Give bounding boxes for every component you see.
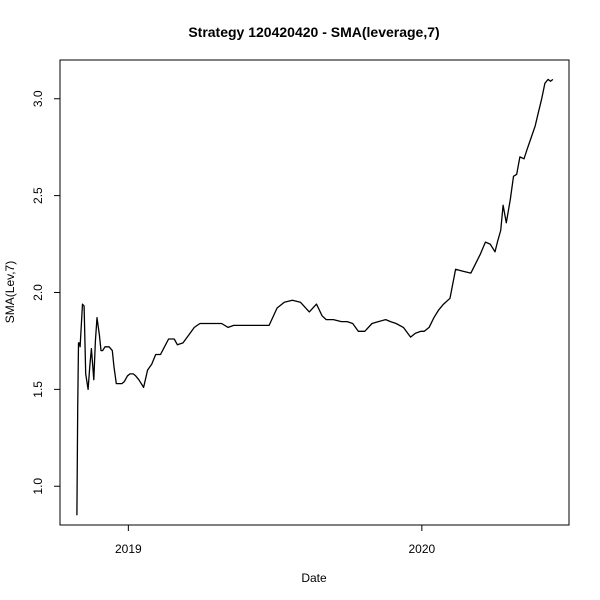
y-tick-label: 1.5 — [31, 381, 45, 398]
x-tick-label: 2019 — [115, 542, 142, 556]
y-tick-label: 2.0 — [31, 284, 45, 301]
y-tick-label: 3.0 — [31, 90, 45, 107]
plot-frame — [59, 59, 570, 526]
y-tick-label: 2.5 — [31, 187, 45, 204]
chart-title: Strategy 120420420 - SMA(leverage,7) — [188, 24, 439, 40]
x-axis-label: Date — [301, 571, 327, 585]
x-tick-label: 2020 — [408, 542, 435, 556]
y-tick-label: 1.0 — [31, 478, 45, 495]
series-line — [76, 78, 554, 516]
x-axis: 2019 2020 — [115, 525, 436, 556]
y-axis: 1.0 1.5 2.0 2.5 3.0 — [31, 90, 60, 495]
y-axis-label: SMA(Lev,7) — [3, 261, 17, 323]
